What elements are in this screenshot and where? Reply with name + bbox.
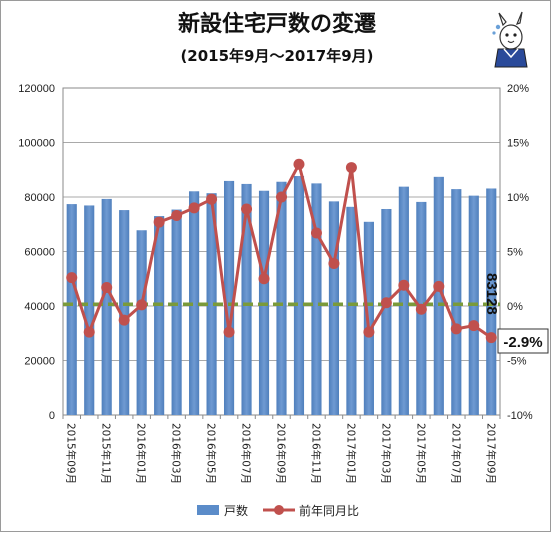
line-point (241, 203, 253, 215)
bar (241, 183, 252, 415)
x-axis: 2015年09月 2015年11月 2016年01月 2016年03月 2016年05月… (62, 415, 501, 484)
line-point (433, 280, 445, 292)
legend-swatch-marker (274, 505, 284, 515)
bar (101, 198, 112, 415)
line-point (171, 210, 183, 222)
line-point (276, 191, 287, 203)
bar (119, 210, 130, 415)
left-axis-tick-label: 40000 (24, 301, 55, 313)
right-axis-tick-label: -5% (507, 356, 527, 368)
bar (136, 230, 147, 415)
left-axis-tick-label: 100000 (18, 138, 55, 150)
line-point (118, 314, 130, 326)
left-axis-tick-label: 0 (49, 410, 55, 422)
bar (381, 208, 392, 415)
line-point (258, 273, 270, 285)
last-change-label: -2.9% (503, 334, 542, 351)
left-axis: 0 20000 40000 60000 80000 100000 120000 (18, 83, 55, 422)
line-point (398, 279, 410, 291)
right-axis-tick-label: -10% (507, 410, 533, 422)
line-point (363, 326, 375, 338)
legend-label-line: 前年同月比 (299, 503, 359, 518)
bar (66, 204, 77, 415)
bar (311, 183, 322, 415)
line-point (188, 202, 200, 214)
left-axis-tick-label: 120000 (18, 83, 55, 95)
bar (486, 188, 497, 415)
left-axis-tick-label: 20000 (24, 356, 55, 368)
line-point (345, 162, 357, 174)
line-series (66, 158, 497, 344)
bar (206, 193, 217, 415)
bar (346, 206, 357, 415)
x-tick-label: 2015年11月 (100, 423, 113, 484)
right-axis-tick-label: 20% (507, 83, 529, 95)
line-point (293, 158, 305, 170)
right-axis-tick-label: 5% (507, 247, 523, 259)
line-point (450, 323, 462, 335)
right-axis-tick-label: 10% (507, 192, 529, 204)
bar (154, 216, 165, 415)
bar (189, 191, 200, 415)
line-point (206, 193, 218, 205)
right-axis-tick-label: 0% (507, 301, 523, 313)
x-tick-label: 2017年07月 (449, 423, 462, 484)
x-tick-label: 2016年03月 (170, 423, 183, 484)
rabbit-mascot-icon (492, 11, 528, 68)
line-point (485, 332, 497, 344)
x-tick-label: 2017年05月 (414, 423, 427, 484)
left-axis-tick-label: 80000 (24, 192, 55, 204)
chart-subtitle: (2015年9月～2017年9月) (180, 47, 373, 65)
chart-title: 新設住宅戸数の変遷 (178, 11, 376, 37)
line-point (468, 320, 480, 332)
last-change-callout: -2.9% (497, 328, 549, 354)
bar (293, 176, 305, 415)
right-axis-tick-label: 15% (507, 138, 529, 150)
line-point (101, 281, 113, 293)
x-tick-label: 2016年05月 (205, 423, 218, 484)
x-tick-label: 2016年09月 (275, 423, 288, 484)
x-tick-label: 2016年01月 (135, 423, 148, 484)
x-tick-label: 2016年07月 (240, 423, 253, 484)
right-axis: -10% -5% 0% 5% 10% 15% 20% (507, 83, 533, 422)
legend-swatch-bar (197, 505, 219, 515)
bar (171, 209, 182, 415)
line-point (223, 326, 235, 338)
last-value-label: 83128 (483, 273, 500, 315)
line-point (310, 227, 322, 239)
line-point (380, 297, 392, 309)
bar (223, 180, 235, 415)
bar (328, 201, 340, 415)
bar (398, 186, 409, 415)
x-tick-label: 2017年09月 (484, 423, 497, 484)
bar (433, 176, 444, 415)
left-axis-tick-label: 60000 (24, 247, 55, 259)
bar (84, 205, 95, 415)
line-point (66, 272, 78, 284)
legend: 戸数 前年同月比 (197, 503, 359, 518)
x-tick-label: 2017年01月 (344, 423, 357, 484)
line-point (83, 326, 95, 338)
x-tick-label: 2016年11月 (309, 423, 322, 484)
line-point (136, 299, 148, 311)
line-point (328, 257, 340, 269)
bar (451, 189, 462, 415)
line-point (153, 216, 165, 228)
x-tick-label: 2017年03月 (379, 423, 392, 484)
bar (276, 181, 287, 415)
x-tick-label: 2015年09月 (65, 423, 78, 484)
line-point (415, 303, 427, 315)
legend-label-bar: 戸数 (224, 503, 248, 518)
last-value-callout: 83128 (483, 273, 500, 315)
bar-series (66, 176, 497, 415)
